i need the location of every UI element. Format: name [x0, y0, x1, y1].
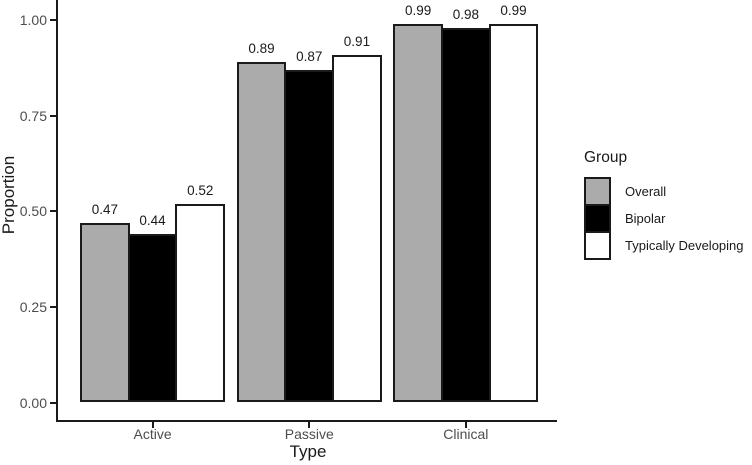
bar-value-label: 0.91 [343, 33, 371, 49]
y-tick-label: 0.00 [19, 394, 47, 411]
bar-clinical-bipolar [441, 27, 491, 403]
x-tick-mark [308, 422, 311, 428]
bar-passive-bipolar [284, 69, 335, 403]
bar-passive-typically-developing [332, 54, 382, 403]
legend-swatch-typically-developing [584, 231, 611, 260]
x-tick-label-passive: Passive [284, 426, 334, 442]
legend-item-label: Overall [625, 184, 667, 199]
y-tick-label: 0.75 [19, 107, 47, 124]
x-tick-label-active: Active [133, 426, 172, 442]
y-tick-mark [50, 19, 57, 22]
x-tick-label-clinical: Clinical [443, 426, 489, 442]
bar-active-bipolar [127, 234, 178, 403]
legend: Group Overall Bipolar Typically Developing [584, 148, 744, 260]
bar-value-label: 0.98 [452, 6, 479, 22]
bar-value-label: 0.44 [139, 213, 166, 229]
bar-clinical-typically-developing [488, 23, 539, 403]
y-axis-line [56, 0, 58, 422]
y-axis-title: Proportion [0, 155, 18, 235]
y-tick-label: 1.00 [19, 12, 47, 29]
bar-value-label: 0.99 [405, 2, 432, 18]
y-tick-mark [50, 305, 57, 308]
y-tick-label: 0.25 [19, 298, 47, 315]
bar-value-label: 0.87 [296, 48, 323, 64]
legend-item-overall: Overall [584, 177, 744, 206]
bar-clinical-overall [393, 23, 443, 403]
legend-item-bipolar: Bipolar [584, 204, 744, 233]
bar-active-overall [80, 222, 130, 403]
legend-swatch-overall [584, 177, 611, 206]
legend-item-label: Typically Developing [625, 238, 744, 253]
y-tick-label: 0.50 [19, 203, 47, 220]
x-axis-title: Type [289, 442, 327, 461]
legend-title: Group [584, 149, 628, 166]
legend-item-label: Bipolar [625, 211, 666, 226]
x-tick-mark [464, 422, 467, 428]
y-tick-mark [50, 210, 57, 213]
y-tick-mark [50, 401, 57, 404]
x-tick-mark [151, 422, 154, 428]
bar-value-label: 0.52 [187, 182, 214, 198]
legend-item-typically-developing: Typically Developing [584, 231, 744, 260]
bar-value-label: 0.47 [91, 201, 118, 217]
bar-value-label: 0.99 [500, 2, 527, 18]
bar-passive-overall [236, 62, 287, 403]
x-axis-line [56, 420, 557, 422]
bar-value-label: 0.89 [248, 41, 275, 57]
bar-active-typically-developing [175, 203, 226, 403]
legend-items: Overall Bipolar Typically Developing [584, 177, 744, 260]
y-tick-mark [50, 114, 57, 117]
legend-swatch-bipolar [584, 204, 611, 233]
